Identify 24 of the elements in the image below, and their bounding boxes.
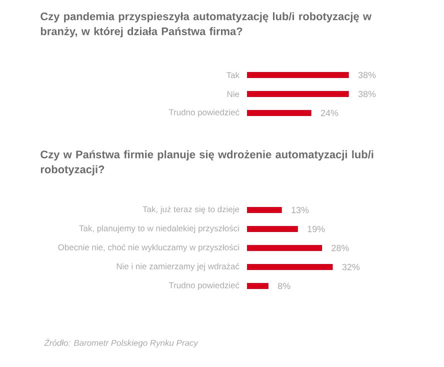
data-label: 13% xyxy=(292,206,309,214)
y-tick-label: Tak xyxy=(226,72,240,78)
bar xyxy=(247,283,268,290)
data-label: 24% xyxy=(320,110,338,116)
y-tick-label: Trudno powiedzieć xyxy=(168,109,240,117)
chart-title: Czy w Państwa firmie planuje się wdrożenie automatyzacji lub/i robotyzacji? xyxy=(40,150,374,176)
y-tick-label: Nie xyxy=(227,90,240,98)
data-label: 38% xyxy=(358,90,376,98)
bar xyxy=(247,264,333,270)
bar xyxy=(247,245,322,251)
data-label: 8% xyxy=(278,282,290,290)
chart-title: Czy pandemia przyspieszyła automatyzację lub/i robotyzację w branży, w której działa Państwa firma? xyxy=(40,12,372,38)
data-label: 32% xyxy=(342,264,360,270)
y-tick-label: Tak, już teraz się to dzieje xyxy=(142,206,240,214)
y-tick-label: Nie i nie zamierzamy jej wdrażać xyxy=(116,263,240,271)
y-tick-label: Trudno powiedzieć xyxy=(168,282,240,290)
data-label: 28% xyxy=(332,244,349,252)
y-tick-label: Obecnie nie, choć nie wykluczamy w przyszłości xyxy=(58,244,239,252)
y-tick-label: Tak, planujemy to w niedalekiej przyszłości xyxy=(79,225,239,233)
bar xyxy=(247,226,298,232)
data-label: 38% xyxy=(358,72,376,78)
bar xyxy=(247,207,282,213)
data-label: 19% xyxy=(308,226,325,232)
text: Źródło: Barometr Polskiego Rynku Pracy xyxy=(44,338,198,348)
